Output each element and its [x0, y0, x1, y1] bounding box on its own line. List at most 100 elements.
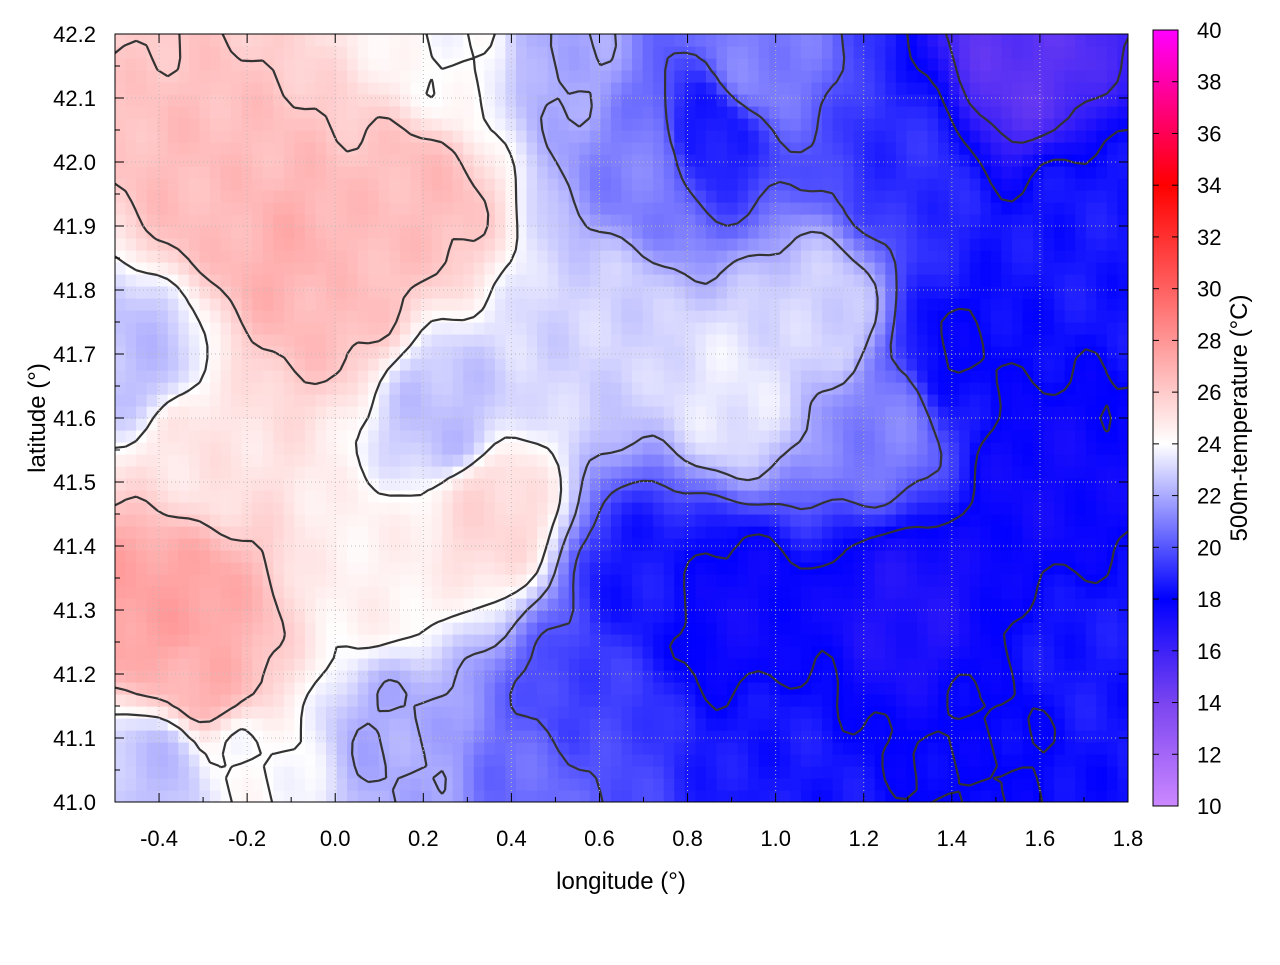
heatmap-cell: [283, 406, 295, 419]
heatmap-cell: [579, 334, 591, 347]
heatmap-cell: [347, 202, 359, 215]
heatmap-cell: [494, 202, 507, 215]
heatmap-cell: [463, 694, 475, 707]
heatmap-cell: [1011, 262, 1024, 275]
heatmap-cell: [357, 682, 369, 695]
heatmap-cell: [220, 442, 232, 455]
heatmap-cell: [558, 346, 570, 359]
heatmap-cell: [1117, 754, 1128, 767]
heatmap-cell: [906, 370, 918, 383]
heatmap-cell: [695, 286, 707, 299]
heatmap-cell: [938, 514, 950, 527]
heatmap-cell: [315, 274, 327, 287]
heatmap-cell: [579, 622, 591, 635]
heatmap-cell: [262, 694, 274, 707]
heatmap-cell: [969, 562, 981, 575]
heatmap-cell: [589, 502, 601, 515]
heatmap-cell: [188, 334, 201, 347]
heatmap-cell: [906, 754, 918, 767]
heatmap-cell: [642, 670, 654, 683]
heatmap-cell: [1064, 322, 1076, 335]
heatmap-cell: [537, 706, 549, 719]
heatmap-cell: [621, 346, 633, 359]
heatmap-cell: [410, 286, 422, 299]
heatmap-cell: [927, 310, 939, 323]
heatmap-cell: [874, 370, 886, 383]
heatmap-cell: [632, 262, 644, 275]
heatmap-cell: [389, 574, 401, 587]
heatmap-cell: [1011, 622, 1024, 635]
heatmap-cell: [558, 394, 570, 407]
heatmap-cell: [167, 334, 179, 347]
heatmap-cell: [505, 598, 517, 611]
heatmap-cell: [959, 394, 971, 407]
heatmap-cell: [589, 406, 601, 419]
heatmap-cell: [125, 778, 137, 791]
heatmap-cell: [262, 610, 274, 623]
heatmap-cell: [252, 382, 264, 395]
heatmap-cell: [157, 286, 169, 299]
heatmap-cell: [748, 538, 760, 551]
heatmap-cell: [864, 358, 876, 371]
heatmap-cell: [853, 178, 865, 191]
heatmap-cell: [125, 766, 137, 779]
heatmap-cell: [779, 622, 791, 635]
heatmap-cell: [843, 238, 855, 251]
heatmap-cell: [621, 238, 633, 251]
heatmap-cell: [199, 250, 211, 263]
heatmap-cell: [864, 670, 876, 683]
heatmap-cell: [136, 490, 148, 503]
heatmap-cell: [399, 190, 412, 203]
heatmap-cell: [473, 430, 485, 443]
heatmap-cell: [1085, 382, 1097, 395]
heatmap-cell: [167, 286, 179, 299]
heatmap-cell: [653, 610, 665, 623]
heatmap-cell: [980, 778, 992, 791]
heatmap-cell: [199, 370, 211, 383]
heatmap-cell: [927, 766, 939, 779]
heatmap-cell: [938, 178, 950, 191]
heatmap-cell: [315, 622, 327, 635]
heatmap-cell: [273, 634, 285, 647]
heatmap-cell: [273, 790, 285, 802]
heatmap-cell: [188, 634, 201, 647]
heatmap-cell: [547, 550, 559, 563]
heatmap-cell: [737, 790, 749, 802]
heatmap-cell: [231, 406, 243, 419]
heatmap-cell: [1106, 226, 1119, 239]
heatmap-cell: [653, 394, 665, 407]
heatmap-cell: [674, 622, 686, 635]
heatmap-cell: [843, 466, 855, 479]
heatmap-cell: [874, 274, 886, 287]
heatmap-cell: [758, 718, 770, 731]
heatmap-cell: [188, 658, 201, 671]
heatmap-cell: [157, 430, 169, 443]
heatmap-cell: [705, 634, 718, 647]
heatmap-cell: [621, 586, 633, 599]
heatmap-cell: [874, 538, 886, 551]
heatmap-cell: [136, 538, 148, 551]
heatmap-cell: [315, 538, 327, 551]
heatmap-cell: [220, 274, 232, 287]
heatmap-cell: [864, 562, 876, 575]
heatmap-cell: [442, 658, 454, 671]
heatmap-cell: [273, 622, 285, 635]
heatmap-cell: [294, 490, 306, 503]
heatmap-cell: [927, 478, 939, 491]
heatmap-cell: [146, 754, 158, 767]
heatmap-cell: [716, 766, 728, 779]
heatmap-cell: [421, 382, 433, 395]
heatmap-cell: [864, 310, 876, 323]
heatmap-cell: [1011, 442, 1024, 455]
heatmap-cell: [421, 490, 433, 503]
heatmap-cell: [705, 454, 718, 467]
heatmap-cell: [600, 262, 612, 275]
heatmap-cell: [199, 598, 211, 611]
heatmap-cell: [853, 358, 865, 371]
heatmap-cell: [632, 646, 644, 659]
heatmap-cell: [494, 526, 507, 539]
heatmap-cell: [959, 406, 971, 419]
heatmap-cell: [315, 382, 327, 395]
heatmap-cell: [916, 706, 929, 719]
heatmap-cell: [705, 670, 718, 683]
